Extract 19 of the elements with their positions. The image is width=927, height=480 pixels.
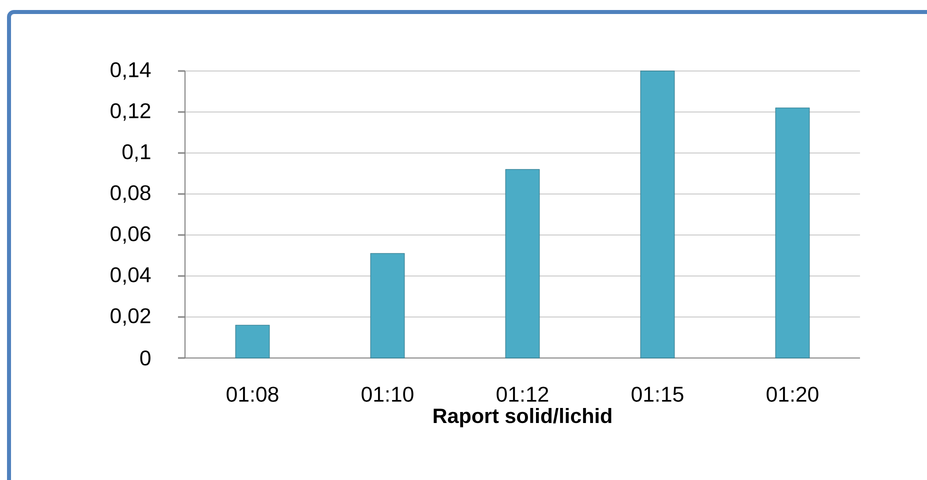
x-tick-label: 01:15 <box>632 386 684 402</box>
bar <box>775 108 810 358</box>
bar <box>640 70 675 358</box>
y-tick-label: 0,02 <box>110 308 150 326</box>
y-tick-label: 0 <box>140 350 150 366</box>
y-tick-label: 0,04 <box>110 267 151 285</box>
bar <box>370 253 405 358</box>
y-tick-label: 0,08 <box>110 185 150 203</box>
y-tick-label: 0,06 <box>110 226 150 244</box>
y-tick-label: 0,14 <box>110 62 151 80</box>
x-axis-title: Raport solid/lichid <box>434 408 612 428</box>
x-tick-label: 01:12 <box>496 386 548 402</box>
bar <box>235 324 270 358</box>
x-tick-label: 01:20 <box>766 386 818 402</box>
y-tick-label: 0,1 <box>122 144 150 162</box>
bar <box>505 169 540 358</box>
x-tick-label: 01:10 <box>362 386 414 402</box>
x-tick-label: 01:08 <box>226 386 278 402</box>
y-tick-label: 0,12 <box>110 103 150 121</box>
